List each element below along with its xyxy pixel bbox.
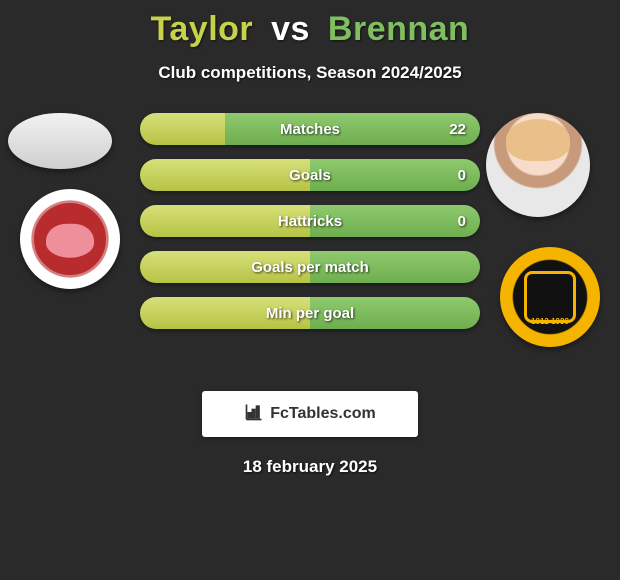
stat-bar-right-fill — [310, 297, 480, 329]
stat-row: Matches22 — [140, 113, 480, 145]
watermark-text: FcTables.com — [270, 405, 376, 423]
player2-club-badge: 1912 1989 — [500, 247, 600, 347]
stat-bar-right-fill — [310, 251, 480, 283]
stat-bar-left-fill — [140, 159, 310, 191]
stat-bars: Matches22 Goals0 Hattricks0 Goals per match… — [140, 113, 480, 343]
chart-icon — [244, 402, 264, 427]
subtitle: Club competitions, Season 2024/2025 — [0, 63, 620, 83]
player2-avatar — [486, 113, 590, 217]
content-root: Taylor vs Brennan Club competitions, Sea… — [0, 0, 620, 580]
title: Taylor vs Brennan — [0, 0, 620, 49]
stat-row: Hattricks0 — [140, 205, 480, 237]
stat-bar-track — [140, 297, 480, 329]
stat-row: Goals0 — [140, 159, 480, 191]
player1-avatar — [8, 113, 112, 169]
stat-row: Goals per match — [140, 251, 480, 283]
player2-name: Brennan — [328, 10, 469, 48]
stat-bar-left-fill — [140, 251, 310, 283]
stat-bar-left-fill — [140, 113, 225, 145]
footer-date: 18 february 2025 — [0, 457, 620, 477]
stat-bar-left-fill — [140, 297, 310, 329]
player1-name: Taylor — [151, 10, 254, 48]
stat-bar-track — [140, 205, 480, 237]
stat-value-right: 22 — [435, 113, 480, 145]
player1-club-badge — [20, 189, 120, 289]
stat-bar-track — [140, 251, 480, 283]
club-badge-years: 1912 1989 — [503, 317, 597, 326]
stat-value-right: 0 — [444, 205, 480, 237]
stat-value-right: 0 — [444, 159, 480, 191]
watermark: FcTables.com — [202, 391, 418, 437]
stat-bar-track — [140, 113, 480, 145]
comparison-stage: 1912 1989 Matches22 Goals0 Hattricks0 Goals… — [0, 113, 620, 373]
stat-row: Min per goal — [140, 297, 480, 329]
stat-bar-left-fill — [140, 205, 310, 237]
vs-label: vs — [271, 10, 310, 48]
stat-bar-track — [140, 159, 480, 191]
